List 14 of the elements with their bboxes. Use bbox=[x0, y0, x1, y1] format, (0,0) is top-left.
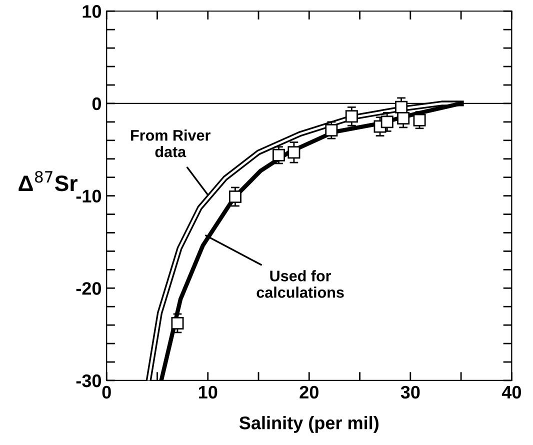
y-tick-label: -30 bbox=[76, 374, 101, 388]
y-tick-label: 10 bbox=[82, 5, 101, 18]
x-axis-title: Salinity (per mil) bbox=[239, 416, 378, 433]
x-tick-label: 20 bbox=[300, 386, 318, 399]
annotation: Used for calculations bbox=[256, 270, 344, 298]
x-tick-label: 10 bbox=[198, 386, 218, 399]
y-tick-label: -10 bbox=[76, 190, 101, 203]
y-tick-label: -20 bbox=[76, 282, 101, 295]
annotation: From River data bbox=[131, 130, 210, 158]
x-tick-label: 30 bbox=[400, 386, 420, 399]
y-axis-title: Δ$^{87}$Sr bbox=[18, 170, 78, 192]
x-tick-label: 0 bbox=[102, 386, 111, 399]
y-tick-label: 0 bbox=[92, 97, 101, 110]
x-tick-label: 40 bbox=[502, 386, 521, 399]
